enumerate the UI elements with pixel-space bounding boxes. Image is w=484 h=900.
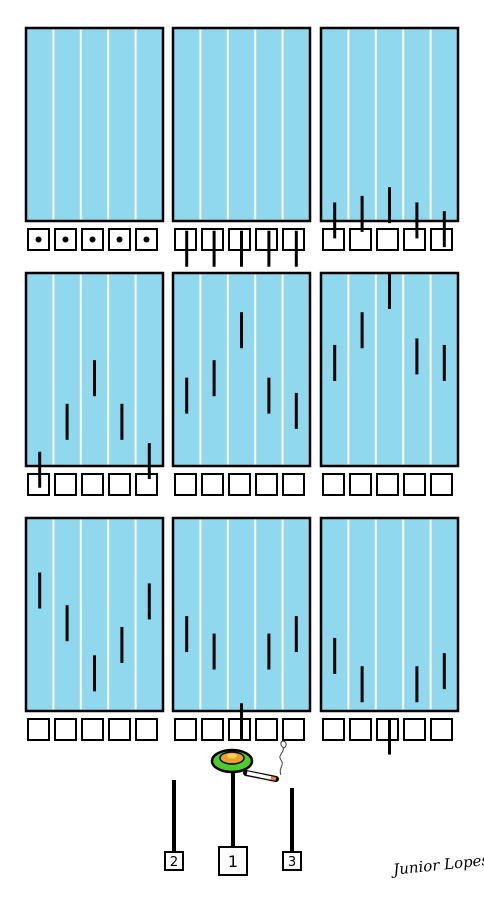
starting-block [27,718,50,741]
pool-water [171,516,312,713]
pool-panel-3 [319,26,460,251]
starting-block [255,718,278,741]
starting-block [174,473,197,496]
place-label: 2 [170,855,178,870]
starting-block [349,473,372,496]
starting-block [201,718,224,741]
starting-block [201,228,224,251]
podium-1: 1 [218,772,248,876]
starting-block [376,228,399,251]
starting-block [135,718,158,741]
podium-2: 2 [164,780,184,871]
starting-block [430,718,453,741]
pool-panel-6 [319,271,460,496]
pool-panel-5 [171,271,312,496]
starting-block [228,228,251,251]
starting-block [201,473,224,496]
pool-panel-1 [24,26,165,251]
pool-panel-4 [24,271,165,496]
starting-block [81,473,104,496]
place-box [218,846,248,876]
swimmer-head [62,236,69,243]
starting-block [282,228,305,251]
starting-block [376,718,399,741]
starting-block [54,473,77,496]
place-box [282,851,302,871]
starting-block [108,718,131,741]
place-label: 1 [228,852,238,871]
starting-block [403,473,426,496]
starting-block [135,473,158,496]
starting-block [403,718,426,741]
pool-panel-8 [171,516,312,741]
swimmer-head [89,236,96,243]
swimmer-head [143,236,150,243]
signature: Junior Lopes [389,851,484,879]
starting-block [255,473,278,496]
starting-block [174,718,197,741]
pool-panel-9 [319,516,460,755]
starting-block [282,473,305,496]
starting-block [349,718,372,741]
starting-block [282,718,305,741]
pool-panel-2 [171,26,312,267]
pool-water [319,516,460,713]
podium-3: 3 [282,788,302,871]
starting-block [403,228,426,251]
starting-block [81,718,104,741]
swimmer-head [116,236,123,243]
starting-block [376,473,399,496]
svg-text:Junior Lopes: Junior Lopes [389,851,484,879]
winner-props [210,740,287,782]
pool-panel-7 [24,516,165,741]
smoke-icon [279,740,287,776]
place-label: 3 [288,855,296,870]
swimmer-head [35,236,42,243]
starting-block [430,473,453,496]
starting-block [322,718,345,741]
starting-block [228,718,251,741]
starting-block [228,473,251,496]
pool-water [171,271,312,468]
place-box [164,851,184,871]
starting-block [54,718,77,741]
starting-block [255,228,278,251]
podium: 2 1 3 [164,772,302,876]
starting-block [322,473,345,496]
pools-grid [24,26,460,755]
pool-water [24,26,165,223]
pool-water [24,271,165,468]
starting-block [349,228,372,251]
starting-block [430,228,453,251]
starting-block [108,473,131,496]
lollipop-icon [210,748,254,774]
cigarette-icon [243,770,279,782]
pool-water [171,26,312,223]
